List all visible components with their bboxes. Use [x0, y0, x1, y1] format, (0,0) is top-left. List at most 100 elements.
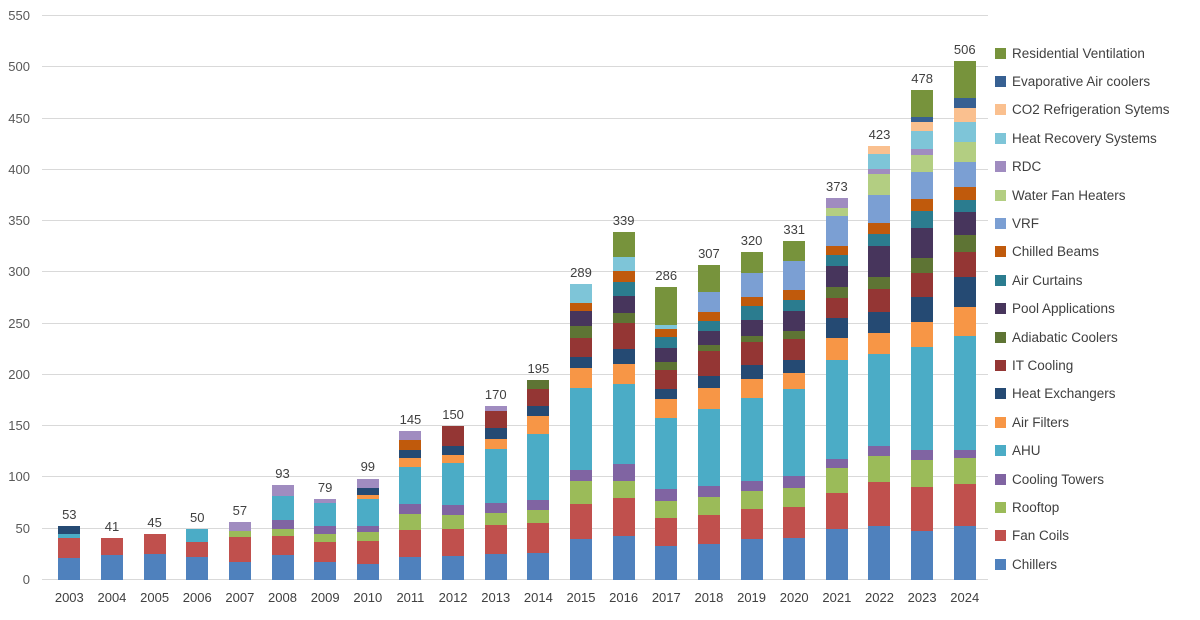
bar-segment-chilled-beams-2024: [953, 187, 976, 200]
legend-label-pool-applications: Pool Applications: [1012, 301, 1115, 317]
total-label-2014: 195: [527, 361, 550, 377]
bar-segment-rooftop-2009: [314, 533, 337, 543]
bar-segment-pool-applications-2019: [740, 319, 763, 336]
legend-label-heat-exchangers: Heat Exchangers: [1012, 386, 1116, 402]
legend-swatch-cooling-towers: [995, 473, 1006, 485]
bar-segment-it-cooling-2017: [655, 369, 678, 390]
x-tick-2015: 2015: [566, 590, 596, 605]
bar-2015: [570, 283, 592, 580]
bar-segment-chillers-2003: [58, 558, 81, 580]
bar-segment-pool-applications-2024: [953, 211, 976, 235]
legend-label-co2-refrigeration-sytems: CO2 Refrigeration Sytems: [1012, 102, 1170, 118]
bar-segment-ahu-2020: [783, 389, 806, 477]
legend-label-water-fan-heaters: Water Fan Heaters: [1012, 187, 1126, 203]
x-tick-2018: 2018: [694, 590, 724, 605]
bar-segment-it-cooling-2024: [953, 251, 976, 277]
bar-segment-heat-exchangers-2022: [868, 312, 891, 333]
total-label-2019: 320: [740, 232, 763, 248]
bar-column-2011: 145 2011: [389, 16, 432, 605]
y-tick-550: 550: [8, 8, 30, 23]
bar-segment-fan-coils-2009: [314, 542, 337, 562]
bar-segment-chillers-2018: [697, 544, 720, 580]
bar-column-2019: 320 2019: [730, 16, 773, 605]
y-tick-300: 300: [8, 264, 30, 280]
bar-column-2023: 478 2023: [901, 16, 944, 605]
total-label-2016: 339: [612, 213, 635, 229]
bar-segment-cooling-towers-2011: [399, 504, 422, 515]
bar-2009: [314, 499, 337, 580]
total-label-2023: 478: [911, 70, 933, 86]
legend-item-pool-applications: Pool Applications: [995, 295, 1200, 323]
bar-2017: [655, 286, 678, 580]
bar-segment-chillers-2007: [228, 561, 251, 580]
legend-swatch-rooftop: [995, 501, 1006, 513]
bar-segment-heat-exchangers-2021: [825, 317, 848, 339]
bar-column-2014: 195 2014: [517, 16, 560, 605]
total-label-2008: 93: [275, 465, 290, 481]
bar-segment-fan-coils-2016: [612, 497, 635, 536]
bar-segment-chilled-beams-2015: [570, 303, 592, 312]
x-tick-2023: 2023: [907, 590, 937, 605]
bar-2020: [783, 240, 806, 580]
bar-segment-water-fan-heaters-2024: [953, 142, 976, 162]
legend-swatch-pool-applications: [995, 303, 1006, 315]
bar-segment-air-curtains-2018: [697, 320, 720, 331]
bar-segment-fan-coils-2013: [484, 524, 507, 555]
bar-2006: [186, 528, 209, 580]
bar-segment-cooling-towers-2021: [825, 459, 848, 469]
bar-segment-air-filters-2011: [399, 458, 422, 468]
bar-2003: [58, 525, 81, 580]
bar-segment-ahu-2003: [58, 533, 81, 538]
bar-segment-residential-ventilation-2019: [740, 251, 763, 274]
legend-item-fan-coils: Fan Coils: [995, 522, 1200, 550]
x-tick-2020: 2020: [779, 590, 809, 605]
bar-segment-heat-recovery-systems-2022: [868, 153, 891, 169]
bar-column-2004: 41 2004: [91, 16, 134, 605]
bar-column-2016: 339 2016: [602, 16, 645, 605]
bar-column-2015: 289 2015: [560, 16, 603, 605]
y-tick-50: 50: [15, 520, 30, 536]
bar-segment-chilled-beams-2019: [740, 297, 763, 307]
bar-2024: [953, 61, 976, 580]
gridline-550: [42, 15, 988, 16]
bar-segment-adiabatic-coolers-2018: [697, 345, 720, 352]
bar-segment-water-fan-heaters-2022: [868, 174, 891, 195]
bar-segment-rdc-2008: [271, 484, 294, 496]
bar-column-2009: 79 2009: [304, 16, 347, 605]
bar-segment-adiabatic-coolers-2015: [570, 325, 592, 339]
gridline-50: [42, 527, 988, 529]
bar-segment-rooftop-2017: [655, 501, 678, 519]
total-label-2013: 170: [484, 386, 507, 402]
bar-segment-fan-coils-2003: [58, 537, 81, 559]
bar-segment-it-cooling-2016: [612, 322, 635, 350]
bar-segment-rooftop-2023: [911, 460, 934, 487]
bar-segment-it-cooling-2018: [697, 351, 720, 376]
legend-item-co2-refrigeration-sytems: CO2 Refrigeration Sytems: [995, 96, 1200, 124]
bar-segment-fan-coils-2015: [570, 504, 592, 539]
x-tick-2022: 2022: [865, 590, 894, 605]
bar-segment-adiabatic-coolers-2022: [868, 276, 891, 289]
gridline-350: [42, 220, 988, 222]
legend-swatch-fan-coils: [995, 530, 1006, 542]
y-tick-0: 0: [22, 572, 30, 587]
x-tick-2012: 2012: [438, 590, 468, 605]
legend-swatch-vrf: [995, 218, 1006, 230]
bar-segment-residential-ventilation-2016: [612, 232, 635, 258]
bar-segment-fan-coils-2021: [825, 492, 848, 529]
bar-segment-chilled-beams-2018: [697, 312, 720, 321]
bar-segment-heat-recovery-systems-2016: [612, 257, 635, 272]
bar-segment-air-curtains-2016: [612, 281, 635, 297]
legend-swatch-heat-recovery-systems: [995, 132, 1006, 144]
total-label-2003: 53: [62, 506, 77, 522]
x-tick-2006: 2006: [182, 590, 212, 605]
x-tick-2009: 2009: [310, 590, 340, 605]
legend-label-ahu: AHU: [1012, 443, 1041, 459]
bar-segment-residential-ventilation-2023: [911, 89, 934, 117]
bar-segment-vrf-2020: [783, 261, 806, 290]
legend-swatch-it-cooling: [995, 359, 1006, 371]
bar-segment-cooling-towers-2016: [612, 464, 635, 481]
gridline-150: [42, 425, 988, 427]
bar-segment-fan-coils-2024: [953, 483, 976, 526]
y-tick-100: 100: [8, 469, 30, 485]
bar-segment-air-curtains-2024: [953, 199, 976, 212]
